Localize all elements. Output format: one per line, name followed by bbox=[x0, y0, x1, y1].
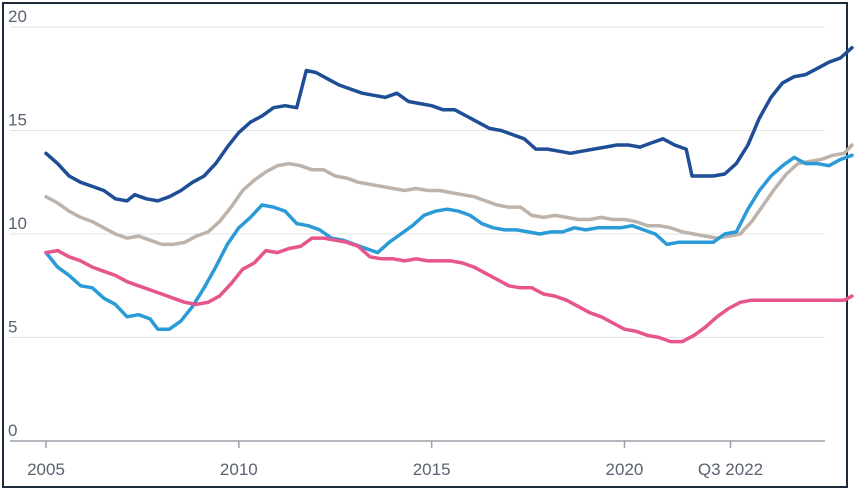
x-axis: 2005 2010 2015 2020 Q3 2022 bbox=[27, 441, 763, 479]
y-tick-label: 15 bbox=[8, 111, 27, 130]
y-tick-label: 20 bbox=[8, 7, 27, 26]
series-lines bbox=[44, 45, 854, 344]
x-tick-label: 2010 bbox=[220, 460, 258, 479]
series-line-us bbox=[44, 45, 854, 203]
x-tick-label: Q3 2022 bbox=[698, 460, 763, 479]
y-tick-label: 5 bbox=[8, 318, 17, 337]
x-tick-label: 2015 bbox=[413, 460, 451, 479]
x-tick-label: 2020 bbox=[606, 460, 644, 479]
series-line-asia-pacific bbox=[44, 153, 854, 331]
x-tick-label: 2005 bbox=[27, 460, 65, 479]
series-line-global bbox=[44, 143, 854, 247]
series-line-europe bbox=[44, 236, 854, 344]
y-tick-label: 0 bbox=[8, 421, 17, 440]
y-tick-label: 10 bbox=[8, 214, 27, 233]
chart-frame bbox=[2, 2, 848, 488]
y-axis: 0 5 10 15 20 bbox=[8, 7, 27, 440]
